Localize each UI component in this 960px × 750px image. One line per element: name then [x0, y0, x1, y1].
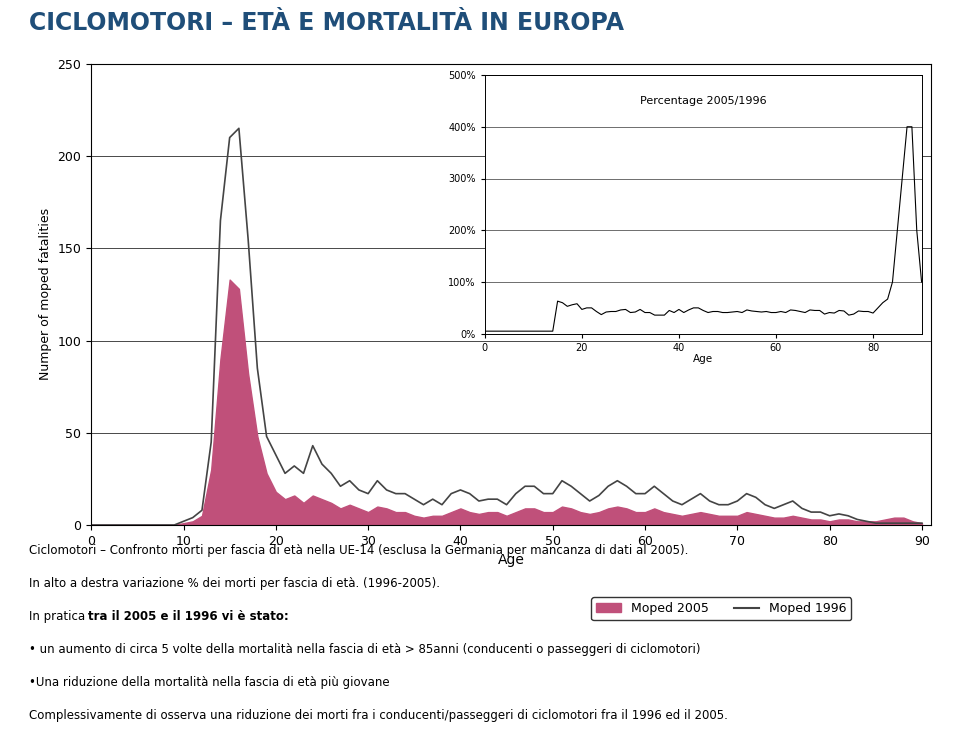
Text: tra il 2005 e il 1996 vi è stato:: tra il 2005 e il 1996 vi è stato: [88, 610, 289, 622]
Text: Complessivamente di osserva una riduzione dei morti fra i conducenti/passeggeri : Complessivamente di osserva una riduzion… [29, 709, 728, 722]
Text: •Una riduzione della mortalità nella fascia di età più giovane: •Una riduzione della mortalità nella fas… [29, 676, 390, 688]
X-axis label: Age: Age [693, 354, 713, 364]
Text: Percentage 2005/1996: Percentage 2005/1996 [640, 96, 766, 106]
Text: In alto a destra variazione % dei morti per fascia di età. (1996-2005).: In alto a destra variazione % dei morti … [29, 577, 440, 590]
X-axis label: Age: Age [498, 554, 524, 567]
Text: • un aumento di circa 5 volte della mortalità nella fascia di età > 85anni (cond: • un aumento di circa 5 volte della mort… [29, 643, 700, 656]
Legend: Moped 2005, Moped 1996: Moped 2005, Moped 1996 [591, 597, 852, 620]
Text: CICLOMOTORI – ETÀ E MORTALITÀ IN EUROPA: CICLOMOTORI – ETÀ E MORTALITÀ IN EUROPA [29, 11, 624, 35]
Text: Ciclomotori – Confronto morti per fascia di età nella UE-14 (esclusa la Germania: Ciclomotori – Confronto morti per fascia… [29, 544, 688, 556]
Y-axis label: Numper of moped fatalities: Numper of moped fatalities [39, 209, 52, 380]
Text: In pratica: In pratica [29, 610, 88, 622]
